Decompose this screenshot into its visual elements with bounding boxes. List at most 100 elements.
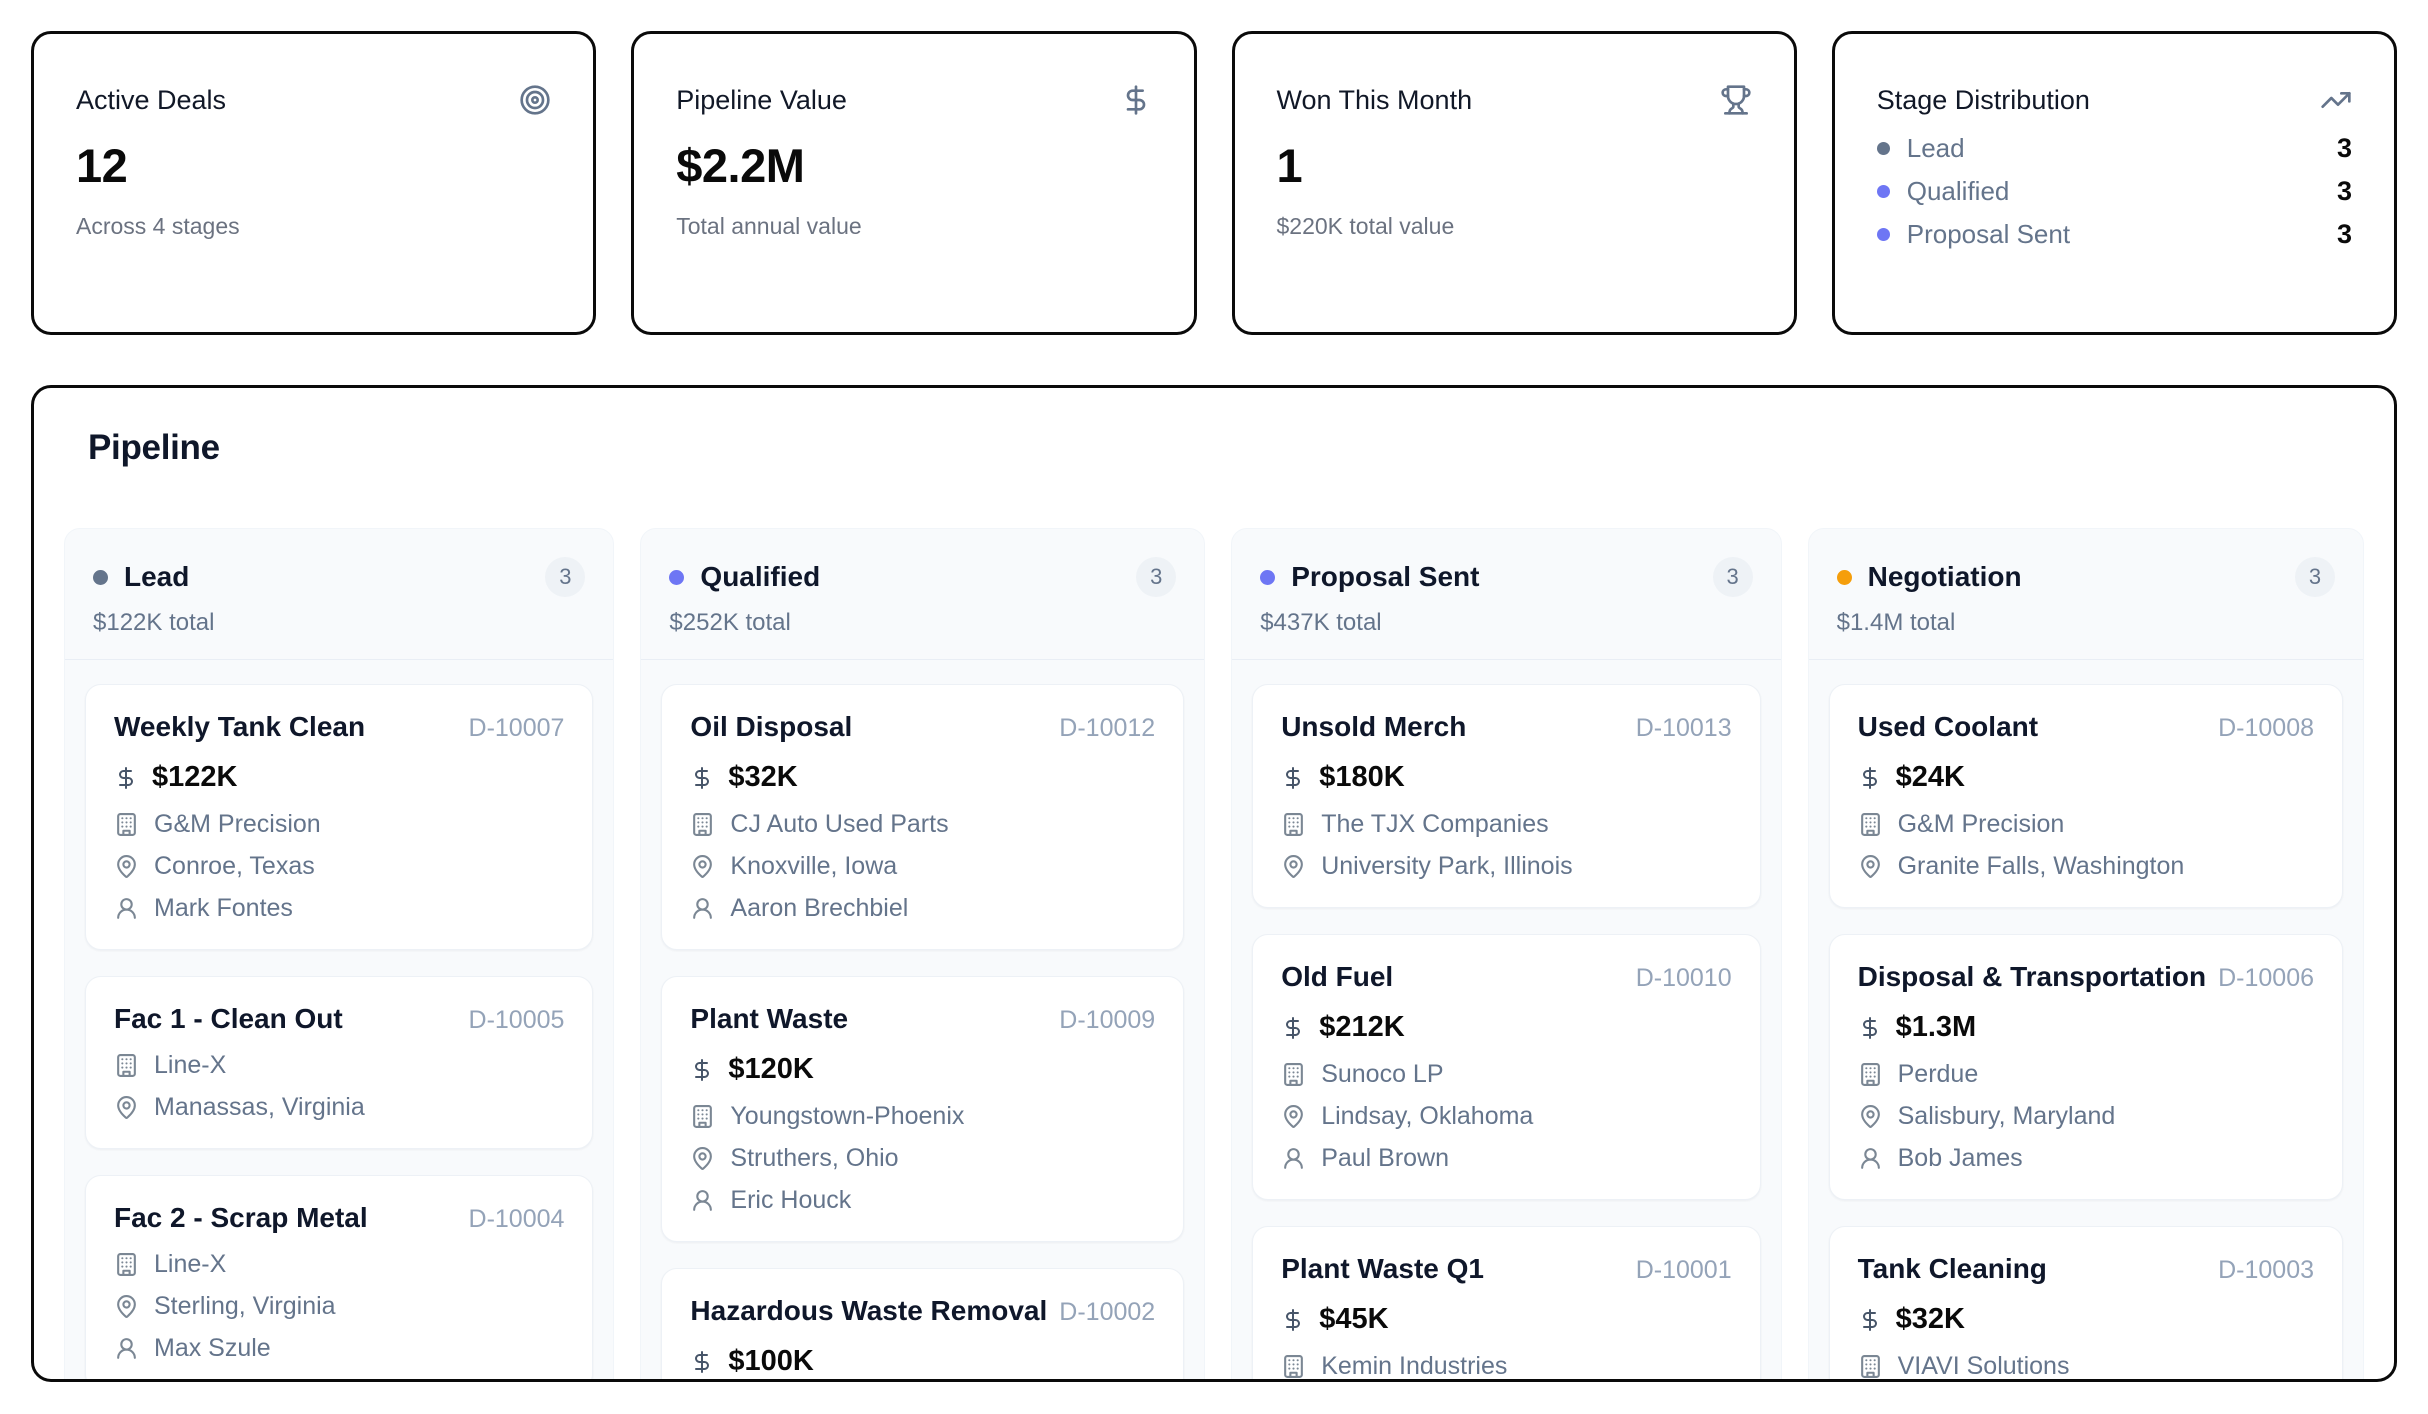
deal-card[interactable]: Used Coolant D-10008 $24K G&M Precision Gran…	[1828, 684, 2344, 908]
column-header: Lead 3 $122K total	[65, 529, 614, 660]
deal-company: CJ Auto Used Parts	[690, 810, 1155, 839]
stage-distribution-row-proposal-sent: Proposal Sent 3	[1876, 218, 2352, 251]
building-icon	[693, 813, 713, 836]
deal-card[interactable]: Tank Cleaning D-10003 $32K VIAVI Solutions	[1828, 1226, 2344, 1379]
deal-id: D-10002	[1059, 1298, 1156, 1326]
deal-location-text: Conroe, Texas	[154, 852, 315, 880]
column-header-row: Lead 3	[93, 557, 586, 597]
deal-title: Plant Waste	[690, 1003, 849, 1034]
deal-card[interactable]: Old Fuel D-10010 $212K Sunoco LP Lindsay, Ok…	[1252, 934, 1761, 1200]
building-icon	[1860, 1063, 1880, 1086]
deal-company: G&M Precision	[1858, 810, 2314, 839]
deal-value: $180K	[1281, 761, 1731, 794]
deal-company-text: Kemin Industries	[1321, 1352, 1508, 1380]
deal-card-header: Plant Waste Q1 D-10001	[1281, 1253, 1731, 1285]
dollar-icon	[1286, 766, 1301, 789]
stage-dot	[669, 569, 685, 585]
deal-card[interactable]: Oil Disposal D-10012 $32K CJ Auto Used Part…	[661, 684, 1185, 950]
user-icon	[693, 898, 713, 919]
stat-label: Pipeline Value	[676, 84, 847, 115]
deal-location-text: Knoxville, Iowa	[730, 852, 898, 880]
deal-meta: Perdue Salisbury, Maryland Bob James	[1858, 1060, 2314, 1173]
deal-title: Old Fuel	[1281, 961, 1394, 992]
map-pin-icon	[1284, 855, 1304, 878]
deal-contact-text: Max Szule	[154, 1334, 271, 1362]
pipeline-column-qualified: Qualified 3 $252K total Oil Disposal D-10012…	[640, 528, 1206, 1379]
deal-company: Kemin Industries	[1281, 1352, 1731, 1380]
deal-card[interactable]: Plant Waste Q1 D-10001 $45K Kemin Industrie…	[1252, 1226, 1761, 1380]
deal-location-text: University Park, Illinois	[1321, 852, 1573, 880]
building-icon	[117, 1253, 136, 1276]
deal-card-header: Plant Waste D-10009	[690, 1003, 1155, 1035]
column-count-badge: 3	[2295, 557, 2336, 597]
deal-company: Youngstown-Phoenix	[690, 1102, 1155, 1131]
stat-label: Stage Distribution	[1876, 84, 2090, 115]
building-icon	[693, 1105, 713, 1128]
trending-up-icon	[2320, 84, 2352, 116]
dollar-icon	[695, 1350, 710, 1373]
deal-card[interactable]: Unsold Merch D-10013 $180K The TJX Companie…	[1252, 684, 1761, 908]
deal-value-text: $122K	[152, 761, 238, 793]
deal-value-text: $100K	[728, 1345, 814, 1377]
column-name: Qualified	[700, 561, 821, 592]
column-total: $1.4M total	[1836, 609, 1956, 636]
deal-id: D-10007	[468, 714, 565, 742]
deal-company: VIAVI Solutions	[1858, 1352, 2314, 1379]
deal-company-text: Line-X	[154, 1250, 227, 1278]
deal-company: Sunoco LP	[1281, 1060, 1731, 1089]
deal-card[interactable]: Plant Waste D-10009 $120K Youngstown-Phoeni…	[661, 976, 1185, 1242]
deal-location-text: Granite Falls, Washington	[1897, 852, 2185, 880]
deal-title: Unsold Merch	[1281, 711, 1467, 742]
deal-location: Struthers, Ohio	[690, 1144, 1155, 1173]
column-name: Negotiation	[1867, 561, 2022, 592]
dollar-icon	[1862, 1016, 1877, 1039]
stat-card-header: Stage Distribution	[1877, 84, 2352, 116]
deal-location-text: Struthers, Ohio	[730, 1144, 899, 1172]
crm-pipeline-dashboard: Active Deals 12 Across 4 stages Pipeline…	[31, 31, 2397, 1382]
deal-contact-text: Eric Houck	[730, 1186, 852, 1214]
stat-value: 1	[1276, 139, 1303, 192]
stage-distribution-list: Lead 3 Qualified 3 Proposal Sent 3	[1876, 132, 2352, 251]
deal-card-header: Unsold Merch D-10013	[1281, 711, 1731, 743]
stage-dot	[1876, 228, 1890, 241]
column-header-row: Proposal Sent 3	[1260, 557, 1753, 597]
dollar-icon	[119, 766, 133, 789]
dollar-icon	[695, 766, 710, 789]
stat-sub: $220K total value	[1276, 213, 1455, 239]
deal-id: D-10004	[468, 1205, 565, 1233]
stage-label: Qualified	[1906, 176, 2010, 206]
deal-contact: Mark Fontes	[114, 894, 564, 923]
map-pin-icon	[693, 855, 713, 878]
deal-card[interactable]: Disposal & Transportation D-10006 $1.3M Per…	[1828, 934, 2344, 1200]
deal-title: Fac 2 - Scrap Metal	[114, 1202, 368, 1233]
deal-card[interactable]: Weekly Tank Clean D-10007 $122K G&M Precisi…	[85, 684, 594, 950]
deal-contact: Paul Brown	[1281, 1144, 1731, 1173]
stat-label: Won This Month	[1276, 84, 1473, 115]
deal-id: D-10010	[1635, 964, 1732, 992]
column-cards: Unsold Merch D-10013 $180K The TJX Companie…	[1232, 660, 1780, 1380]
stage-label: Proposal Sent	[1906, 219, 2071, 249]
deal-card[interactable]: Fac 2 - Scrap Metal D-10004 Line-X Sterling…	[85, 1175, 594, 1379]
deal-company-text: CJ Auto Used Parts	[730, 810, 949, 838]
pipeline-columns: Lead 3 $122K total Weekly Tank Clean D-10007…	[64, 528, 2365, 1380]
dollar-icon	[1862, 766, 1877, 789]
map-pin-icon	[1860, 855, 1880, 878]
deal-card[interactable]: Hazardous Waste Removal D-10002 $100K	[661, 1268, 1185, 1379]
deal-meta: Line-X Sterling, Virginia Max Szule	[114, 1250, 564, 1363]
deal-meta: VIAVI Solutions	[1858, 1352, 2314, 1379]
user-icon	[693, 1190, 713, 1211]
deal-contact: Bob James	[1858, 1144, 2314, 1173]
deal-location: Knoxville, Iowa	[690, 852, 1155, 881]
stage-dot	[1876, 142, 1890, 155]
deal-contact-text: Mark Fontes	[154, 894, 293, 922]
pipeline-panel: Pipeline Lead 3 $122K total Weekly Tank Cle…	[31, 385, 2397, 1382]
column-count-badge: 3	[1712, 557, 1753, 597]
deal-id: D-10003	[2218, 1256, 2315, 1284]
column-count-badge: 3	[1136, 557, 1177, 597]
deal-company: The TJX Companies	[1281, 810, 1731, 839]
deal-card[interactable]: Fac 1 - Clean Out D-10005 Line-X Manassas, …	[85, 976, 594, 1149]
deal-id: D-10008	[2218, 714, 2315, 742]
deal-location-text: Manassas, Virginia	[154, 1093, 365, 1121]
deal-contact-text: Aaron Brechbiel	[730, 894, 909, 922]
deal-meta: Youngstown-Phoenix Struthers, Ohio Eric Ho…	[690, 1102, 1155, 1215]
